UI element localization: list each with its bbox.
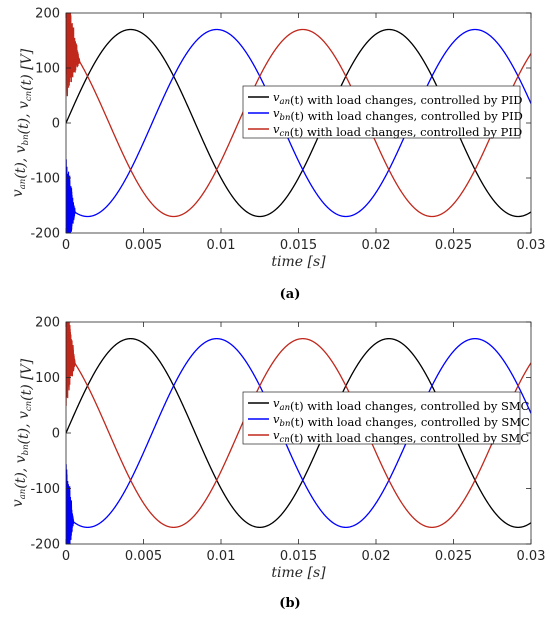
y-tick-label: -100 [30, 482, 60, 497]
x-tick-label: 0 [62, 549, 70, 564]
legend-label-1: van(t) with load changes, controlled by … [273, 90, 522, 107]
series-line-2 [66, 338, 531, 544]
x-tick-label: 0.005 [125, 238, 162, 253]
chart-panel-2: 0 0.005 0.01 0.015 0.02 0.025 0.03 -200 -100 0 100… [10, 316, 546, 612]
y-tick-label: 0 [52, 117, 60, 132]
legend: van(t) with load changes, controlled by … [242, 391, 530, 445]
x-axis-label: time [s] [271, 565, 326, 581]
x-tick-label: 0.02 [362, 238, 391, 253]
x-tick-label: 0.01 [207, 238, 236, 253]
series-line-3 [66, 13, 531, 218]
legend-box [242, 391, 521, 445]
legend: van(t) with load changes, controlled by … [242, 85, 523, 139]
chart-panel-1: 0 0.005 0.01 0.015 0.02 0.025 0.03 -200 -100 0 100… [10, 7, 546, 303]
y-tick-label: 200 [35, 7, 60, 22]
x-tick-label: 0.005 [125, 549, 162, 564]
x-tick-label: 0.015 [280, 238, 317, 253]
legend-label-3: vcn(t) with load changes, controlled by … [273, 428, 529, 445]
panel-caption: (a) [280, 287, 301, 302]
y-tick-label: -100 [30, 172, 60, 187]
x-axis-label: time [s] [271, 254, 326, 270]
legend-label-2: vbn(t) with load changes, controlled by … [273, 412, 530, 429]
y-tick-label: 100 [35, 371, 60, 386]
x-tick-label: 0 [62, 238, 70, 253]
y-axis-label: van(t), vbn(t), vcn(t) [V] [10, 48, 35, 197]
legend-label-2: vbn(t) with load changes, controlled by … [273, 106, 523, 123]
y-tick-label: 200 [35, 316, 60, 331]
y-axis-label: van(t), vbn(t), vcn(t) [V] [10, 358, 35, 507]
y-tick-label: 0 [52, 427, 60, 442]
x-tick-label: 0.01 [207, 549, 236, 564]
x-tick-label: 0.03 [517, 549, 546, 564]
x-tick-label: 0.02 [362, 549, 391, 564]
x-tick-label: 0.015 [280, 549, 317, 564]
series-line-3 [66, 322, 531, 528]
y-tick-label: -200 [30, 227, 60, 242]
x-tick-label: 0.03 [517, 238, 546, 253]
legend-label-3: vcn(t) with load changes, controlled by … [273, 122, 522, 139]
y-tick-label: -200 [30, 538, 60, 553]
x-tick-label: 0.025 [435, 549, 472, 564]
y-tick-label: 100 [35, 62, 60, 77]
series-line-2 [66, 28, 531, 233]
legend-label-1: van(t) with load changes, controlled by … [273, 396, 530, 413]
legend-box [242, 85, 521, 139]
x-tick-label: 0.025 [435, 238, 472, 253]
panel-caption: (b) [279, 596, 300, 611]
